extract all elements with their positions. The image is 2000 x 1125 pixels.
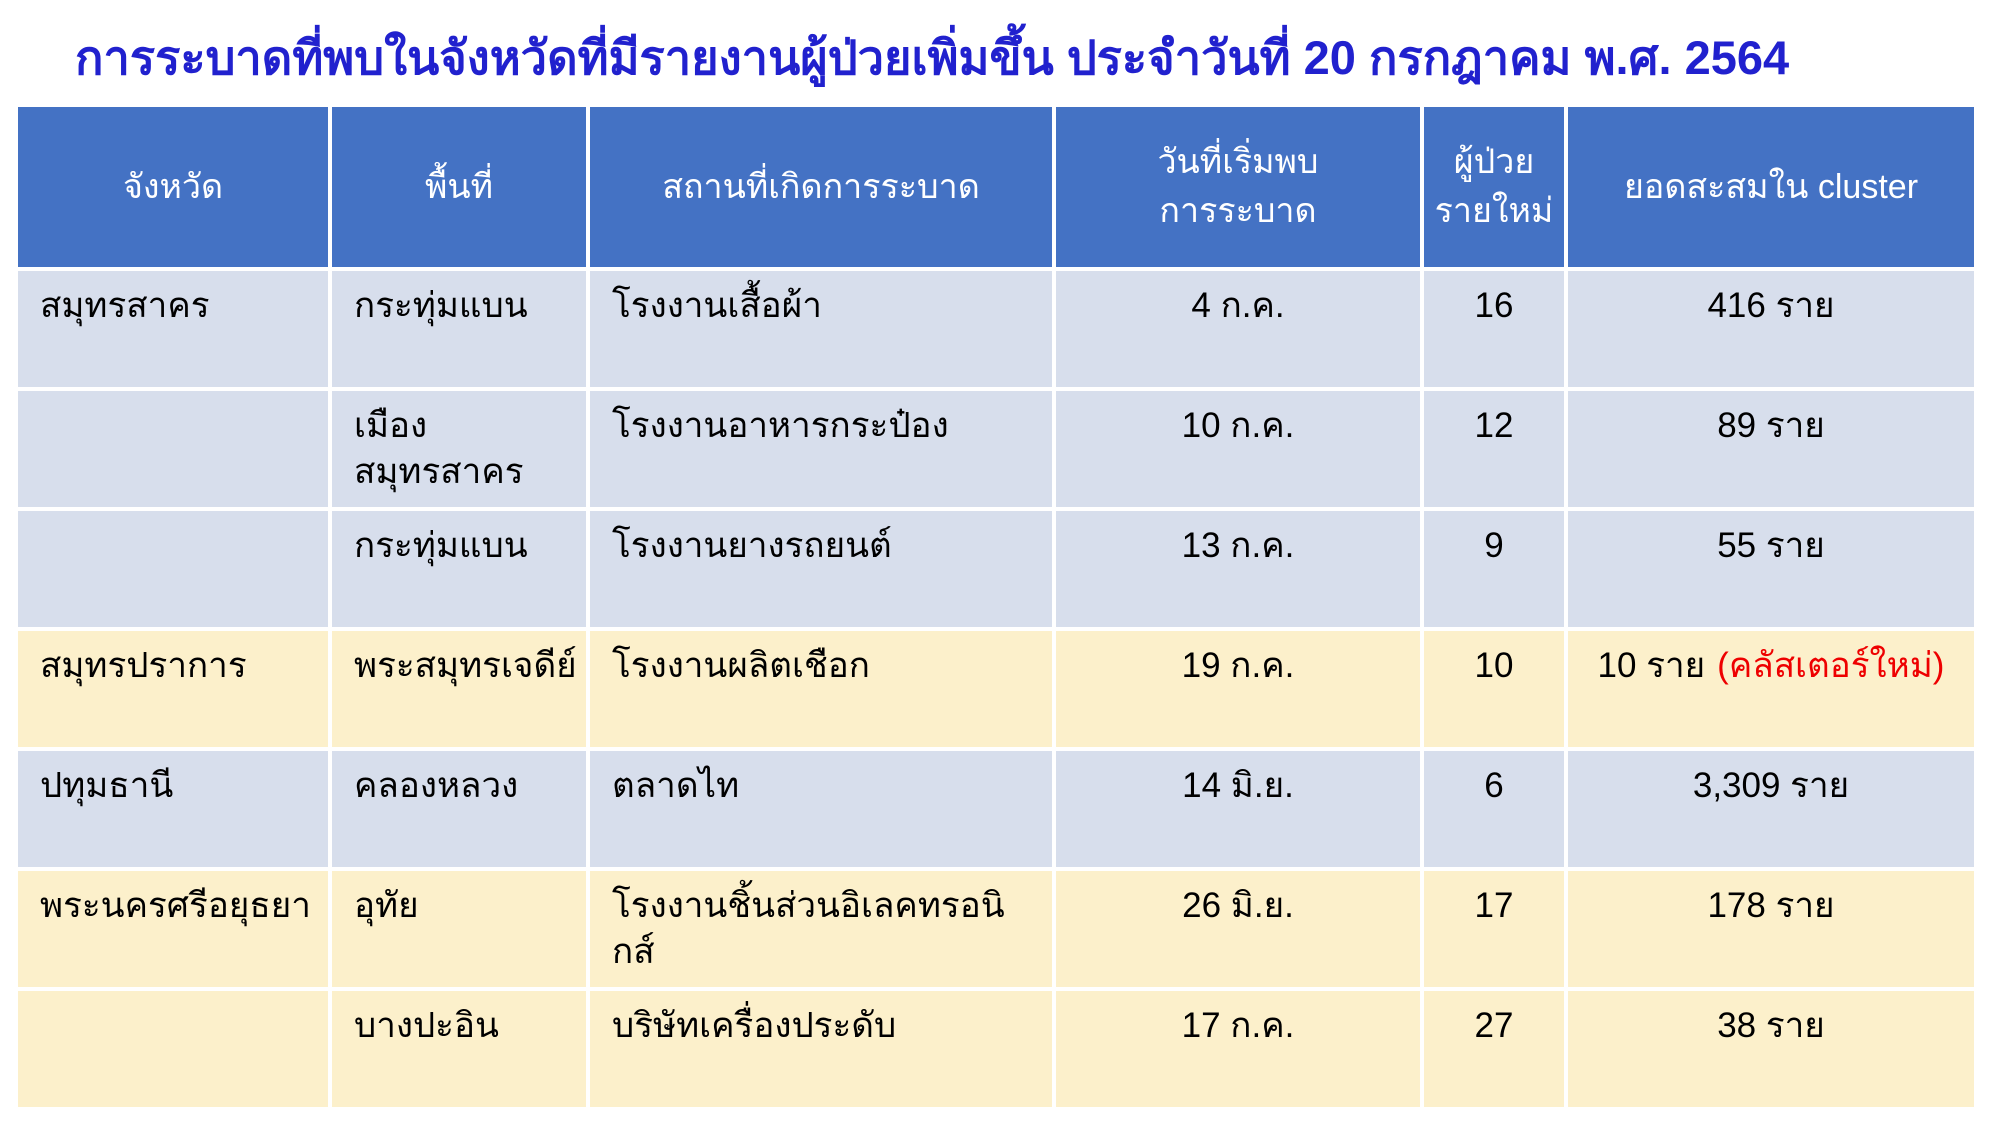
cumulative-value: 55 ราย [1717, 526, 1825, 566]
cell-new-cases: 17 [1424, 871, 1564, 988]
cell-new-cases: 9 [1424, 511, 1564, 628]
cell-cumulative: 38 ราย [1568, 991, 1974, 1108]
cell-cumulative: 178 ราย [1568, 871, 1974, 988]
cell-area: เมืองสมุทรสาคร [332, 391, 586, 508]
cell-location: โรงงานเสื้อผ้า [590, 271, 1052, 388]
cumulative-value: 38 ราย [1717, 1006, 1825, 1046]
new-cluster-note: (คลัสเตอร์ใหม่) [1717, 646, 1945, 686]
outbreak-table: จังหวัด พื้นที่ สถานที่เกิดการระบาด วันท… [14, 103, 1978, 1111]
cell-area: คลองหลวง [332, 751, 586, 868]
cell-start-date: 4 ก.ค. [1056, 271, 1420, 388]
cell-new-cases: 6 [1424, 751, 1564, 868]
cell-cumulative: 89 ราย [1568, 391, 1974, 508]
cumulative-value: 3,309 ราย [1692, 766, 1850, 806]
table-row: บางปะอิน บริษัทเครื่องประดับ 17 ก.ค. 27 … [18, 991, 1974, 1108]
cell-area: อุทัย [332, 871, 586, 988]
cell-cumulative: 416 ราย [1568, 271, 1974, 388]
cell-new-cases: 10 [1424, 631, 1564, 748]
cell-cumulative: 10 ราย (คลัสเตอร์ใหม่) [1568, 631, 1974, 748]
col-header-cumulative: ยอดสะสมใน cluster [1568, 107, 1974, 268]
table-row: เมืองสมุทรสาคร โรงงานอาหารกระป๋อง 10 ก.ค… [18, 391, 1974, 508]
cell-new-cases: 16 [1424, 271, 1564, 388]
col-header-new-cases: ผู้ป่วย รายใหม่ [1424, 107, 1564, 268]
table-header-row: จังหวัด พื้นที่ สถานที่เกิดการระบาด วันท… [18, 107, 1974, 268]
cell-province: พระนครศรีอยุธยา [18, 871, 328, 988]
cell-start-date: 14 มิ.ย. [1056, 751, 1420, 868]
cell-province: สมุทรสาคร [18, 271, 328, 388]
cumulative-value: 178 ราย [1707, 886, 1835, 926]
table-row: สมุทรสาคร กระทุ่มแบน โรงงานเสื้อผ้า 4 ก.… [18, 271, 1974, 388]
cell-province [18, 511, 328, 628]
cell-cumulative: 55 ราย [1568, 511, 1974, 628]
col-header-start-date: วันที่เริ่มพบ การระบาด [1056, 107, 1420, 268]
cell-start-date: 13 ก.ค. [1056, 511, 1420, 628]
cell-area: พระสมุทรเจดีย์ [332, 631, 586, 748]
cell-start-date: 17 ก.ค. [1056, 991, 1420, 1108]
cell-start-date: 10 ก.ค. [1056, 391, 1420, 508]
table-row: สมุทรปราการ พระสมุทรเจดีย์ โรงงานผลิตเชื… [18, 631, 1974, 748]
cell-area: บางปะอิน [332, 991, 586, 1108]
cell-area: กระทุ่มแบน [332, 271, 586, 388]
cell-location: บริษัทเครื่องประดับ [590, 991, 1052, 1108]
cumulative-value: 10 ราย [1597, 646, 1706, 686]
cell-new-cases: 12 [1424, 391, 1564, 508]
cell-province [18, 991, 328, 1108]
cell-area: กระทุ่มแบน [332, 511, 586, 628]
page-title: การระบาดที่พบในจังหวัดที่มีรายงานผู้ป่วย… [75, 31, 1790, 84]
table-row: พระนครศรีอยุธยา อุทัย โรงงานชิ้นส่วนอิเล… [18, 871, 1974, 988]
cell-location: โรงงานยางรถยนต์ [590, 511, 1052, 628]
cell-location: โรงงานผลิตเชือก [590, 631, 1052, 748]
cell-cumulative: 3,309 ราย [1568, 751, 1974, 868]
cell-province [18, 391, 328, 508]
col-header-location: สถานที่เกิดการระบาด [590, 107, 1052, 268]
cell-start-date: 19 ก.ค. [1056, 631, 1420, 748]
cell-location: โรงงานชิ้นส่วนอิเลคทรอนิกส์ [590, 871, 1052, 988]
cell-start-date: 26 มิ.ย. [1056, 871, 1420, 988]
cell-province: สมุทรปราการ [18, 631, 328, 748]
col-header-area: พื้นที่ [332, 107, 586, 268]
cell-new-cases: 27 [1424, 991, 1564, 1108]
cell-province: ปทุมธานี [18, 751, 328, 868]
col-header-province: จังหวัด [18, 107, 328, 268]
cumulative-value: 89 ราย [1717, 406, 1825, 446]
table-row: กระทุ่มแบน โรงงานยางรถยนต์ 13 ก.ค. 9 55 … [18, 511, 1974, 628]
cell-location: โรงงานอาหารกระป๋อง [590, 391, 1052, 508]
table-row: ปทุมธานี คลองหลวง ตลาดไท 14 มิ.ย. 6 3,30… [18, 751, 1974, 868]
cumulative-value: 416 ราย [1707, 286, 1835, 326]
cell-location: ตลาดไท [590, 751, 1052, 868]
